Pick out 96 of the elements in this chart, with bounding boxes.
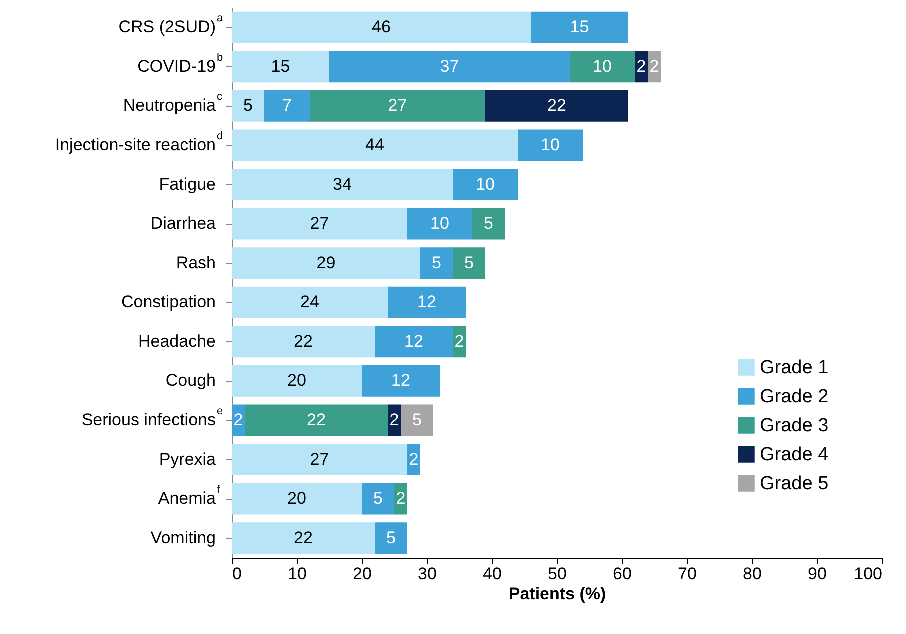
bar — [232, 130, 518, 162]
bar — [232, 444, 408, 476]
x-tick-label: 70 — [678, 564, 697, 584]
bar — [375, 522, 408, 554]
bar — [232, 90, 264, 122]
data-label: 15 — [570, 18, 590, 37]
data-label: 5 — [386, 528, 396, 548]
x-tick-label: 10 — [288, 564, 307, 584]
bar — [388, 286, 466, 318]
bar — [232, 522, 375, 554]
x-tick-label: 80 — [743, 564, 762, 584]
y-tick-label: Diarrhea — [150, 214, 217, 234]
data-label: 44 — [366, 136, 384, 154]
bar — [362, 483, 394, 515]
bar — [453, 248, 486, 280]
bar — [362, 366, 440, 397]
y-tick-label: Vomiting — [150, 528, 216, 548]
data-label: 22 — [294, 332, 313, 351]
data-label: 5 — [464, 253, 474, 272]
data-label: 2 — [636, 56, 646, 76]
data-label: 37 — [440, 56, 460, 76]
data-label: 2 — [650, 56, 660, 76]
bar — [570, 51, 635, 83]
bar — [232, 169, 453, 200]
bar — [531, 12, 628, 44]
y-tick-label: Cough — [166, 371, 216, 390]
data-label: 5 — [484, 214, 494, 234]
bar — [486, 90, 628, 122]
bar — [232, 12, 531, 44]
data-label: 22 — [294, 528, 313, 548]
bar — [472, 208, 505, 240]
bar — [518, 130, 583, 162]
x-tick-label: 60 — [613, 564, 632, 584]
data-label: 2 — [409, 450, 419, 469]
legend-label: Grade 5 — [760, 474, 829, 494]
data-label: 2 — [390, 410, 400, 430]
bar — [232, 326, 375, 358]
data-label: 5 — [244, 96, 253, 116]
data-label: 27 — [310, 450, 330, 469]
data-label: 2 — [454, 332, 464, 351]
data-label: 15 — [271, 56, 290, 76]
data-label: 2 — [234, 410, 244, 430]
data-label: 24 — [300, 292, 320, 312]
y-tick-label: Pyrexia — [159, 450, 217, 469]
data-label: 5 — [432, 253, 442, 272]
data-label: 5 — [412, 410, 422, 430]
data-label: 2 — [396, 489, 406, 508]
legend-label: Grade 2 — [760, 386, 829, 408]
bar — [232, 366, 362, 397]
data-label: 27 — [310, 214, 330, 234]
data-label: 27 — [388, 96, 408, 116]
data-label: 10 — [541, 136, 560, 154]
bar — [232, 51, 330, 83]
x-tick-label: 100 — [854, 564, 882, 584]
y-tick-label: Headache — [138, 332, 216, 351]
legend-label: Grade 4 — [760, 444, 830, 466]
data-label: 12 — [418, 292, 436, 312]
bar — [264, 90, 310, 122]
data-label: 46 — [372, 18, 391, 37]
data-label: 22 — [307, 410, 326, 430]
y-tick-label: Constipation — [121, 292, 216, 312]
data-label: 12 — [392, 371, 410, 390]
bar — [401, 404, 434, 436]
data-label: 12 — [404, 332, 424, 351]
data-label: 20 — [288, 371, 306, 390]
data-label: 10 — [593, 56, 612, 76]
x-tick-label: 20 — [353, 564, 372, 584]
legend-label: Grade 1 — [760, 358, 829, 378]
data-label: 10 — [430, 214, 450, 234]
data-label: 29 — [316, 253, 336, 272]
data-label: 5 — [374, 489, 383, 508]
bar — [420, 248, 453, 280]
data-label: 10 — [476, 174, 495, 194]
x-tick-label: 40 — [483, 564, 502, 584]
y-tick-label: Rash — [176, 253, 216, 272]
data-label: 34 — [333, 174, 352, 194]
bar — [232, 208, 408, 240]
x-tick-label: 50 — [548, 564, 567, 584]
bar — [330, 51, 570, 83]
bar — [453, 169, 518, 200]
bar — [232, 483, 362, 515]
x-tick-label: 90 — [808, 564, 827, 584]
y-tick-label: Fatigue — [159, 174, 216, 194]
bar — [310, 90, 486, 122]
bar — [232, 286, 388, 318]
bar — [245, 404, 388, 436]
x-axis-title: Patients (%) — [508, 584, 606, 604]
data-label: 20 — [288, 489, 306, 508]
legend-label: Grade 3 — [760, 416, 829, 436]
data-label: 22 — [548, 96, 566, 116]
bar — [232, 248, 420, 280]
data-label: 7 — [282, 96, 292, 116]
x-tick-label: 0 — [232, 564, 242, 584]
bar — [375, 326, 453, 358]
bar — [408, 208, 472, 240]
x-tick-label: 30 — [418, 564, 437, 584]
